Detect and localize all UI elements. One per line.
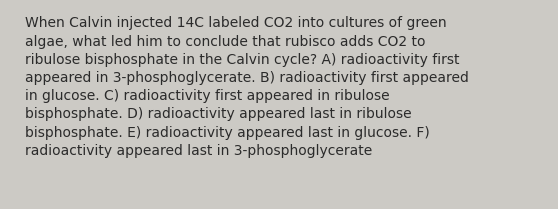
Text: When Calvin injected 14C labeled CO2 into cultures of green
algae, what led him : When Calvin injected 14C labeled CO2 int…: [25, 17, 469, 158]
